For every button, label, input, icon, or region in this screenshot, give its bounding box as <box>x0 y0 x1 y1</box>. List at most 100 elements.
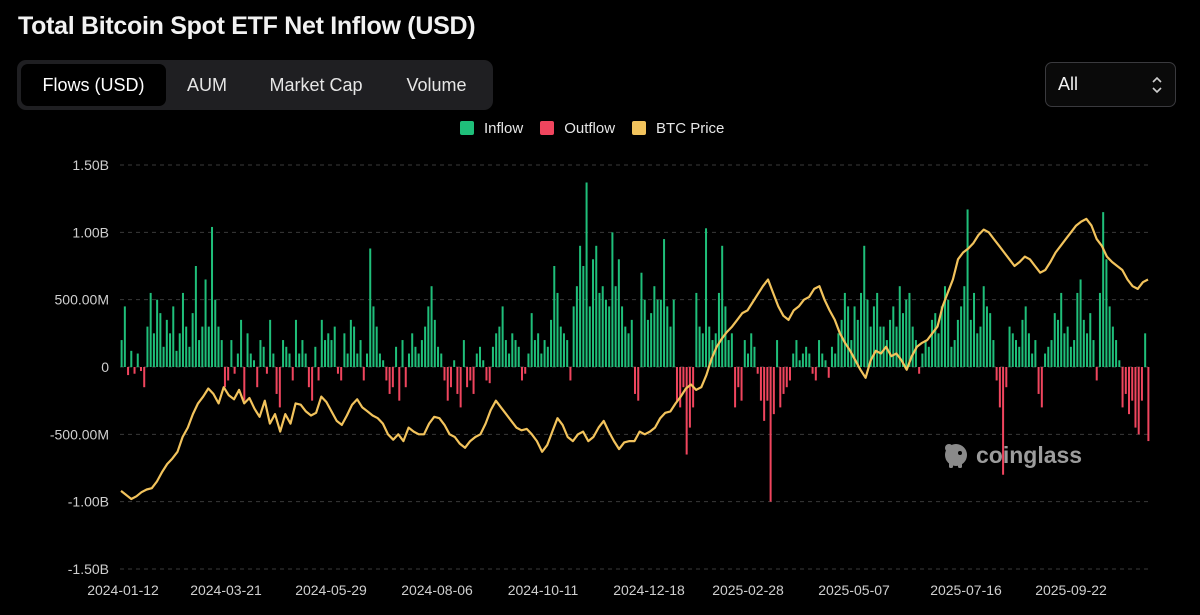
inflow-bar <box>1060 292 1063 367</box>
inflow-bar <box>1034 340 1037 367</box>
coinglass-watermark: coinglass <box>940 440 1082 470</box>
outflow-bar <box>388 367 391 394</box>
inflow-bar <box>366 353 369 367</box>
inflow-bar <box>889 319 892 367</box>
inflow-bar <box>1115 340 1118 367</box>
inflow-bar <box>540 353 543 367</box>
inflow-bar <box>621 306 624 367</box>
metric-tabs: Flows (USD) AUM Market Cap Volume <box>17 60 493 110</box>
inflow-bar <box>630 319 633 367</box>
outflow-bar <box>682 367 685 388</box>
inflow-bar <box>818 340 821 367</box>
inflow-bar <box>705 228 708 367</box>
inflow-bar <box>940 306 943 367</box>
inflow-bar <box>1011 333 1014 367</box>
inflow-bar <box>401 340 404 367</box>
inflow-bar <box>546 346 549 367</box>
inflow-bar <box>666 306 669 367</box>
x-tick-label: 2025-09-22 <box>1035 582 1107 598</box>
inflow-bar <box>982 286 985 367</box>
inflow-bar <box>562 333 565 367</box>
inflow-bar <box>824 360 827 367</box>
time-range-select[interactable]: All <box>1045 62 1176 107</box>
inflow-bar <box>437 346 440 367</box>
inflow-bar <box>992 340 995 367</box>
inflow-bar <box>934 313 937 367</box>
outflow-bar <box>779 367 782 408</box>
outflow-bar <box>133 367 136 374</box>
legend-item-btc-price[interactable]: BTC Price <box>632 120 724 137</box>
inflow-bar <box>543 340 546 367</box>
inflow-bar <box>879 326 882 367</box>
inflow-bar <box>369 248 372 367</box>
legend-item-outflow[interactable]: Outflow <box>540 120 615 137</box>
tab-market-cap[interactable]: Market Cap <box>269 74 363 95</box>
inflow-bar <box>230 340 233 367</box>
inflow-bar <box>504 340 507 367</box>
inflow-bar <box>298 353 301 367</box>
inflow-bar <box>908 292 911 367</box>
inflow-bar <box>162 346 165 367</box>
legend-item-inflow[interactable]: Inflow <box>460 120 523 137</box>
outflow-bar <box>1128 367 1131 415</box>
inflow-bar <box>898 286 901 367</box>
inflow-bar <box>985 306 988 367</box>
inflow-bar <box>969 319 972 367</box>
inflow-bar <box>598 292 601 367</box>
inflow-bar <box>1111 326 1114 367</box>
inflow-bar <box>956 319 959 367</box>
inflow-bar <box>272 353 275 367</box>
inflow-bar <box>601 286 604 367</box>
x-tick-label: 2024-08-06 <box>401 582 473 598</box>
inflow-bar <box>201 326 204 367</box>
outflow-bar <box>362 367 365 381</box>
inflow-bar <box>727 340 730 367</box>
outflow-bar <box>1134 367 1137 428</box>
outflow-bar <box>524 367 527 374</box>
tab-flows[interactable]: Flows (USD) <box>21 64 166 106</box>
outflow-bar <box>679 367 682 408</box>
outflow-bar <box>520 367 523 381</box>
inflow-bar <box>924 340 927 367</box>
inflow-bar <box>269 319 272 367</box>
inflow-bar <box>188 346 191 367</box>
inflow-bar <box>973 292 976 367</box>
outflow-bar <box>443 367 446 381</box>
outflow-bar <box>139 367 142 372</box>
coinglass-logo-icon <box>945 444 967 468</box>
inflow-bar <box>853 306 856 367</box>
outflow-bar <box>1137 367 1140 435</box>
inflow-bar <box>214 299 217 367</box>
inflow-bar <box>1079 279 1082 367</box>
inflow-bar <box>869 326 872 367</box>
inflow-bar <box>185 326 188 367</box>
inflow-bar <box>433 319 436 367</box>
inflow-bar <box>359 340 362 367</box>
y-tick-label: -500.00M <box>50 426 109 442</box>
inflow-bar <box>821 353 824 367</box>
inflow-bar <box>372 306 375 367</box>
inflow-bar <box>149 292 152 367</box>
inflow-bar <box>424 326 427 367</box>
inflow-bar <box>724 306 727 367</box>
inflow-bar <box>659 299 662 367</box>
inflow-bar <box>375 326 378 367</box>
inflow-bar <box>901 313 904 367</box>
outflow-bar <box>456 367 459 394</box>
tab-volume[interactable]: Volume <box>406 74 467 95</box>
tab-aum[interactable]: AUM <box>187 74 227 95</box>
inflow-bar <box>566 340 569 367</box>
inflow-bar <box>498 326 501 367</box>
inflow-bar <box>960 306 963 367</box>
inflow-bar <box>1053 313 1056 367</box>
time-range-value: All <box>1058 74 1079 94</box>
outflow-bar <box>127 367 130 376</box>
inflow-bar <box>840 319 843 367</box>
inflow-bar <box>411 333 414 367</box>
inflow-bar <box>837 333 840 367</box>
outflow-bar <box>759 367 762 401</box>
legend-label-btc-price: BTC Price <box>656 119 725 137</box>
inflow-bar <box>440 353 443 367</box>
inflow-bar <box>530 313 533 367</box>
